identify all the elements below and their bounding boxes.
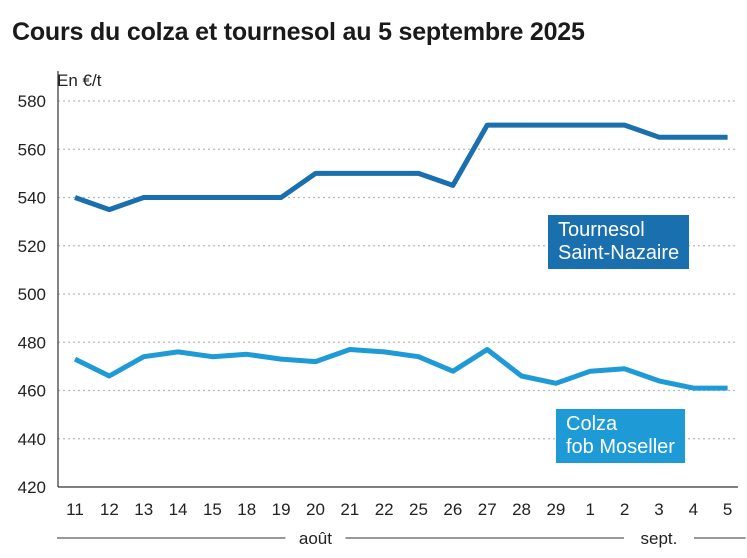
x-tick-label: 11	[66, 500, 84, 519]
chart-title: Cours du colza et tournesol au 5 septemb…	[12, 18, 585, 46]
legend-colza: Colza fob Moseller	[556, 409, 685, 463]
legend-colza-line2: fob Moseller	[566, 436, 675, 458]
x-tick-label: 1	[586, 500, 595, 519]
y-tick-label: 460	[18, 382, 46, 401]
x-tick-label: 27	[478, 500, 497, 519]
x-tick-label: 13	[134, 500, 153, 519]
x-tick-label: 20	[306, 500, 325, 519]
legend-colza-line1: Colza	[566, 413, 618, 435]
x-tick-label: 18	[237, 500, 256, 519]
y-tick-label: 580	[18, 92, 46, 111]
y-tick-label: 500	[18, 285, 46, 304]
x-tick-label: 4	[689, 500, 698, 519]
x-tick-label: 22	[375, 500, 394, 519]
x-tick-label: 21	[340, 500, 359, 519]
legend-tournesol: Tournesol Saint-Nazaire	[548, 215, 690, 269]
x-tick-label: 25	[409, 500, 428, 519]
x-tick-label: 2	[620, 500, 629, 519]
legend-tournesol-line2: Saint-Nazaire	[558, 242, 680, 264]
y-tick-label: 480	[18, 333, 46, 352]
series-line-tournesol	[74, 122, 728, 213]
y-tick-label: 420	[18, 478, 46, 497]
month-label: août	[299, 529, 332, 548]
series-line-colza	[73, 347, 728, 391]
x-tick-label: 19	[272, 500, 291, 519]
y-tick-label: 560	[18, 140, 46, 159]
x-tick-label: 5	[723, 500, 732, 519]
y-tick-label: 520	[18, 237, 46, 256]
x-tick-label: 29	[546, 500, 565, 519]
x-tick-label: 15	[203, 500, 222, 519]
y-axis-unit-label: En €/t	[57, 71, 102, 90]
month-label: sept.	[641, 529, 678, 548]
y-axis-ticks: 420 440 460 480 500 520 540 560 580	[18, 92, 46, 497]
month-groups: août sept.	[57, 529, 746, 548]
x-axis-ticks: 11 12 13 14 15 18 19 20 21 22 25 26 27 28 29 1 2 3 4 5	[66, 500, 732, 519]
y-tick-label: 540	[18, 189, 46, 208]
x-tick-label: 28	[512, 500, 531, 519]
x-tick-label: 26	[443, 500, 462, 519]
x-tick-label: 14	[169, 500, 188, 519]
y-tick-label: 440	[18, 430, 46, 449]
series-lines	[73, 122, 728, 391]
legend-tournesol-line1: Tournesol	[558, 219, 645, 241]
x-tick-label: 3	[654, 500, 663, 519]
x-tick-label: 12	[100, 500, 119, 519]
